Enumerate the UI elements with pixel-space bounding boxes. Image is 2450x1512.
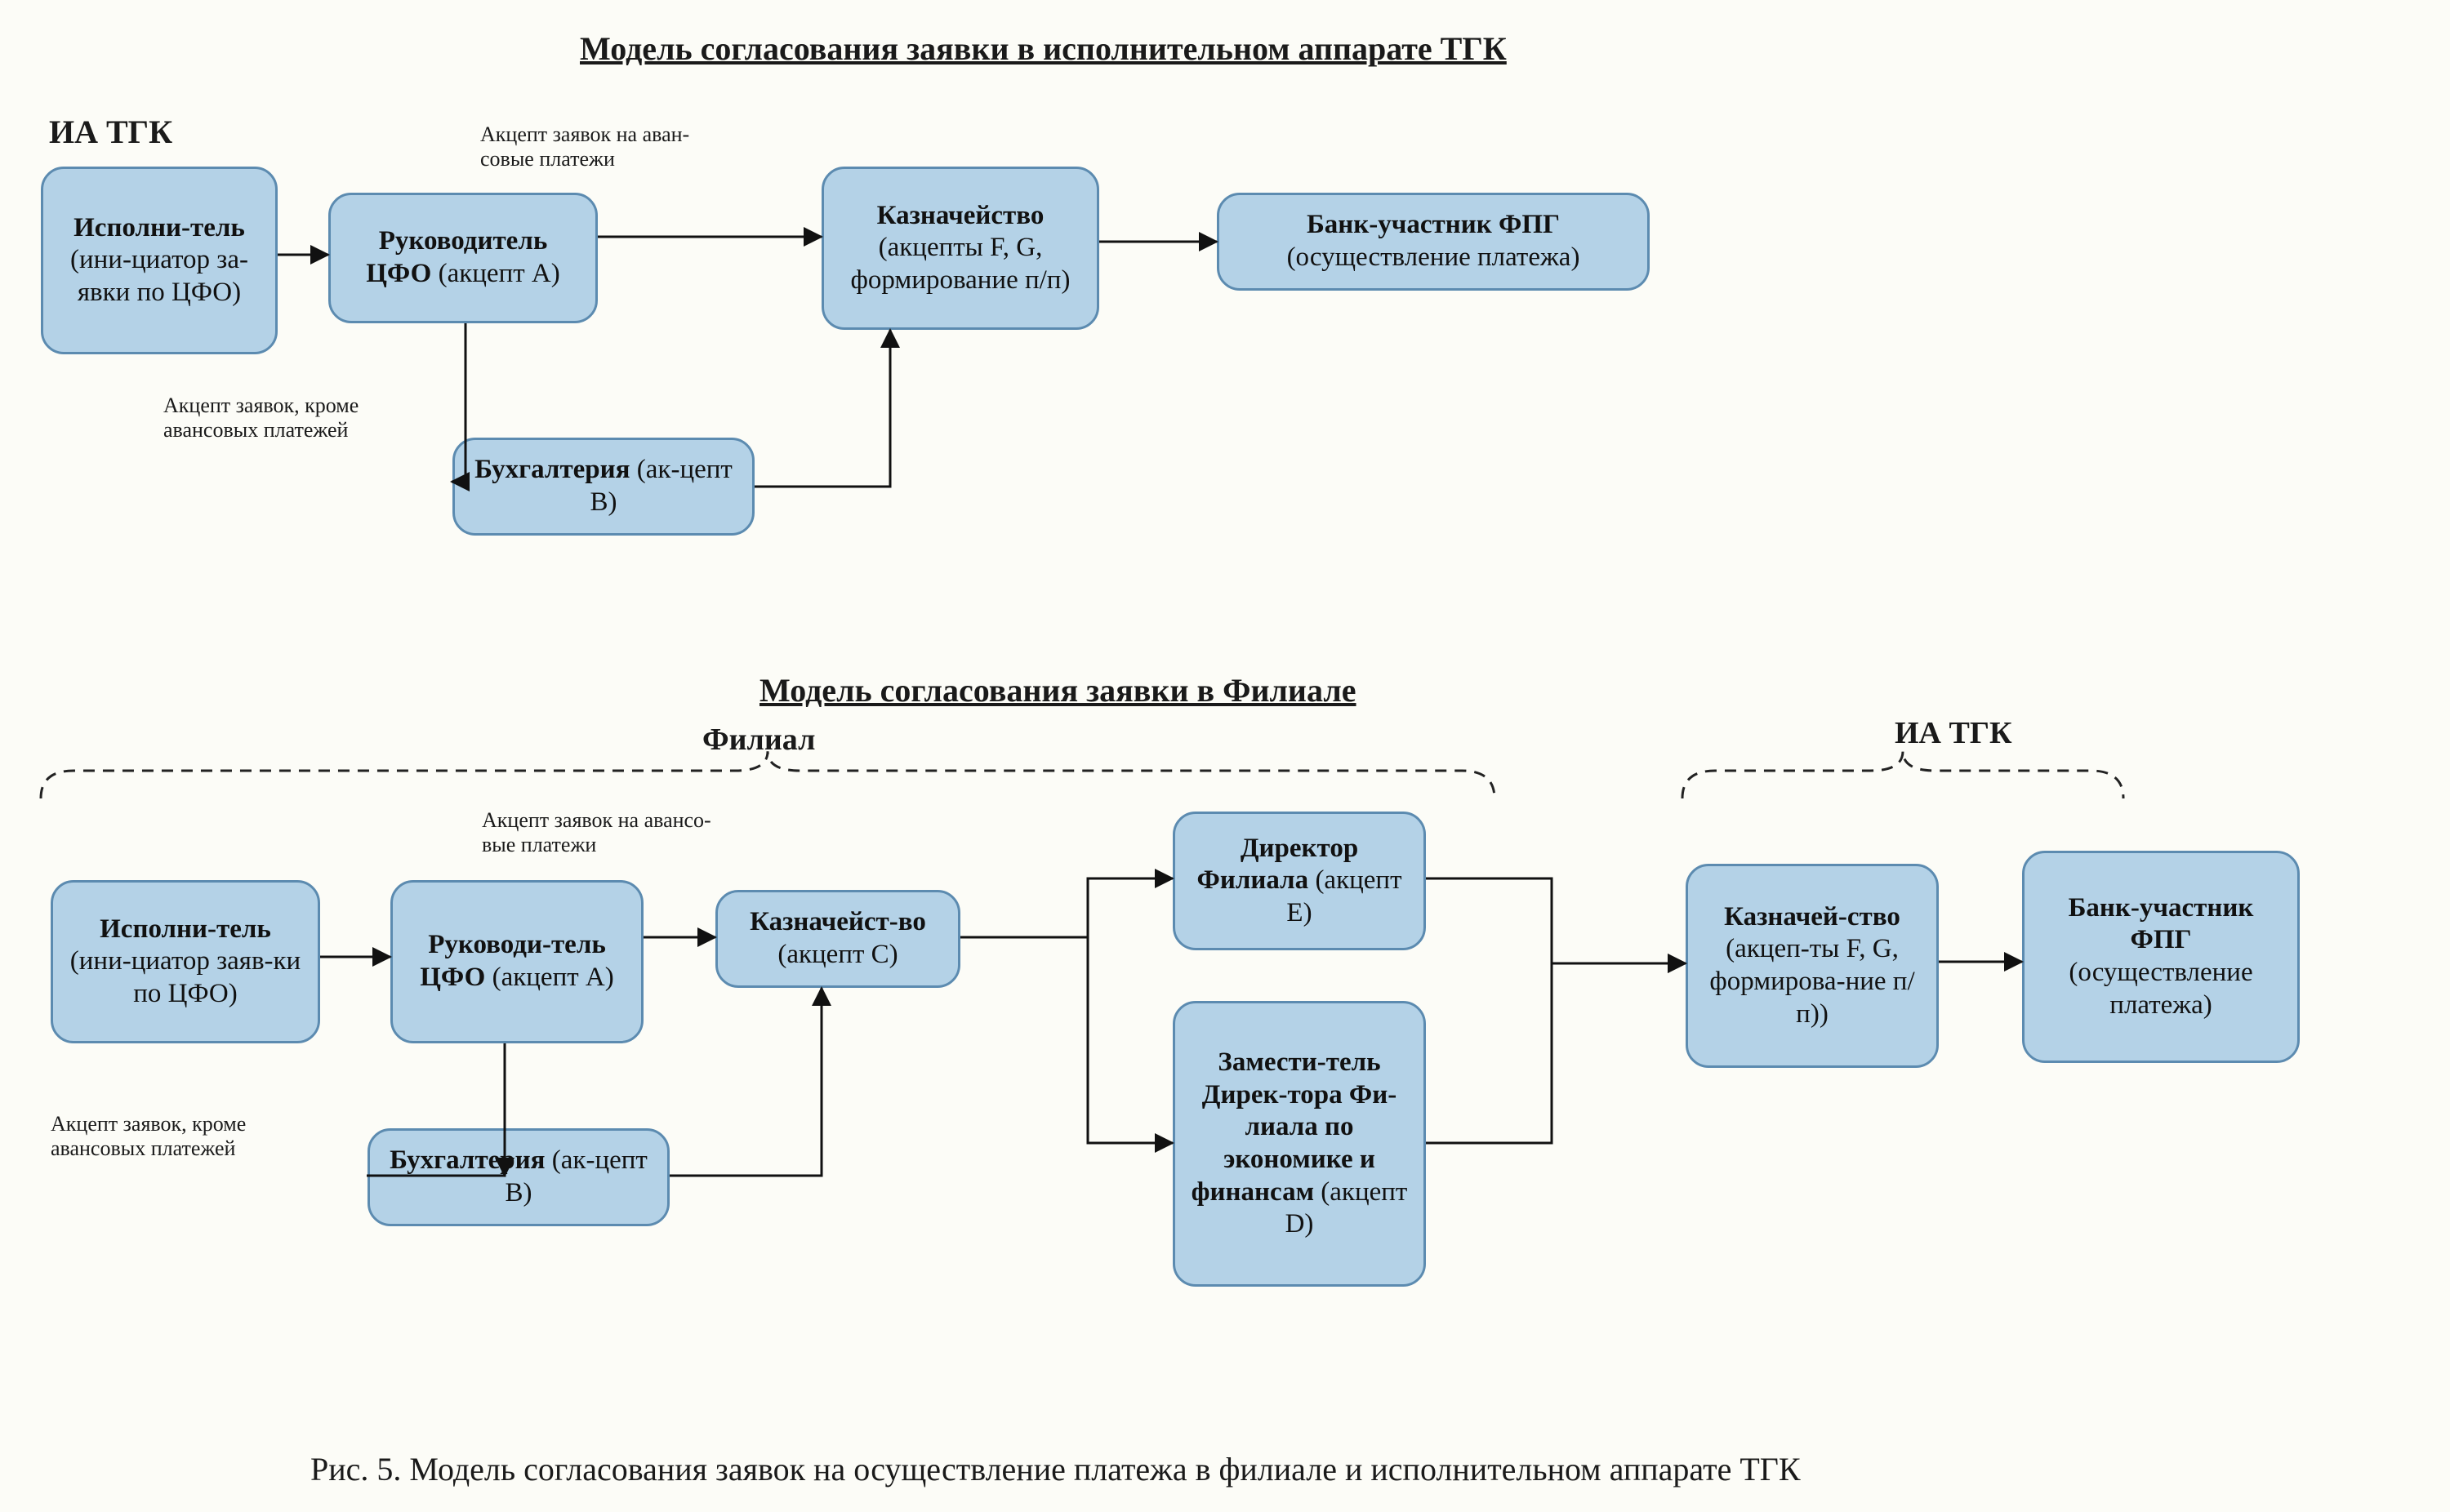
- annotation-3: Акцепт заявок на авансо-вые платежи: [482, 808, 711, 857]
- title-top: Модель согласования заявки в исполнитель…: [580, 29, 1507, 68]
- node-bot-head: Руководи-тель ЦФО (акцепт A): [390, 880, 644, 1043]
- label-ia-top: ИА ТГК: [49, 113, 172, 151]
- node-top-treasury: Казначейство (акцепты F, G, формирование…: [822, 167, 1099, 330]
- figure-caption: Рис. 5. Модель согласования заявок на ос…: [310, 1450, 1801, 1488]
- node-bot-deputy: Замести-тель Дирек-тора Фи-лиала по экон…: [1173, 1001, 1426, 1287]
- node-bot-executor: Исполни-тель (ини-циатор заяв-ки по ЦФО): [51, 880, 320, 1043]
- node-bot-bank: Банк-участник ФПГ (осуществление платежа…: [2022, 851, 2300, 1063]
- node-bot-treasury2: Казначей-ство (акцеп-ты F, G, формирова-…: [1686, 864, 1939, 1068]
- node-top-accounting: Бухгалтерия (ак-цепт B): [452, 438, 755, 536]
- annotation-4: Акцепт заявок, кромеавансовых платежей: [51, 1112, 246, 1161]
- node-bot-director: Директор Филиала (акцепт E): [1173, 812, 1426, 950]
- title-bottom: Модель согласования заявки в Филиале: [760, 671, 1356, 709]
- label-ia-right: ИА ТГК: [1895, 715, 2012, 751]
- node-bot-accounting: Бухгалтерия (ак-цепт B): [368, 1128, 670, 1226]
- diagram-canvas: { "background_color": "#fcfcf7", "node_f…: [0, 0, 2450, 1512]
- node-top-head: Руководитель ЦФО (акцепт A): [328, 193, 598, 323]
- node-bot-treasury: Казначейст-во (акцепт C): [715, 890, 960, 988]
- annotation-1: Акцепт заявок на аван-совые платежи: [480, 122, 689, 171]
- node-top-bank: Банк-участник ФПГ (осуществление платежа…: [1217, 193, 1650, 291]
- node-top-executor: Исполни-тель (ини-циатор за-явки по ЦФО): [41, 167, 278, 354]
- annotation-2: Акцепт заявок, кромеавансовых платежей: [163, 394, 359, 442]
- label-filial: Филиал: [702, 722, 815, 758]
